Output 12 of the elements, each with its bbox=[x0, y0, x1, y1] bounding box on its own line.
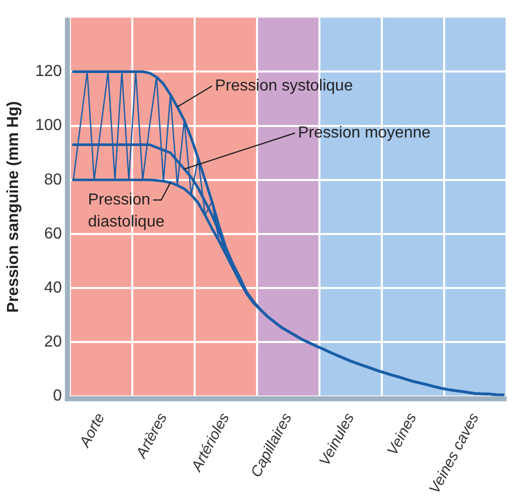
y-tick-label: 0 bbox=[52, 388, 62, 405]
y-tick-label: 60 bbox=[44, 225, 62, 242]
y-tick-label: 20 bbox=[44, 334, 62, 351]
text: Pression moyenne bbox=[298, 124, 431, 142]
y-tick-label: 40 bbox=[44, 279, 62, 296]
text: Pression systolique bbox=[215, 77, 353, 94]
y-axis-title: Pression sanguine (mm Hg) bbox=[5, 101, 22, 313]
y-tick-label: 80 bbox=[44, 171, 62, 188]
y-tick-label: 120 bbox=[35, 63, 62, 80]
series-label: Pression diastolique bbox=[88, 191, 165, 230]
y-tick-label: 100 bbox=[35, 117, 62, 134]
x-tick-label: Aorte bbox=[76, 410, 108, 451]
